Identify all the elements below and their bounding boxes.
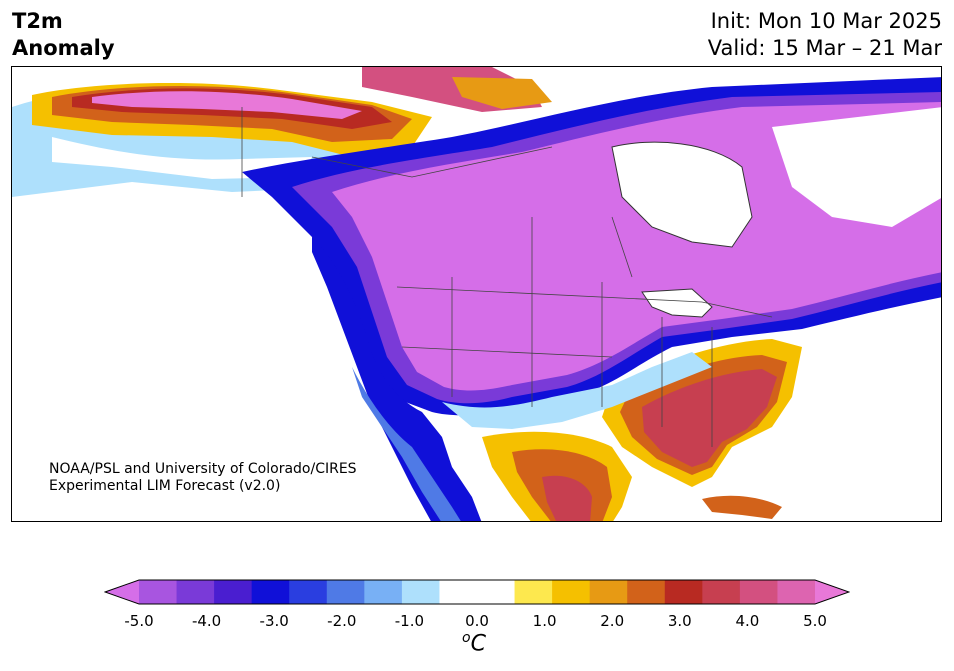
colorbar-segment (401, 580, 440, 604)
map-panel (11, 66, 942, 522)
mexico-hot-core (542, 475, 592, 521)
colorbar-tick-label: -5.0 (124, 612, 154, 630)
data-credit: NOAA/PSL and University of Colorado/CIRE… (49, 461, 357, 495)
colorbar (104, 579, 850, 605)
colorbar-segment (739, 580, 778, 604)
init-date: Init: Mon 10 Mar 2025 (710, 9, 942, 33)
arctic-warm-islands-2 (452, 77, 552, 109)
colorbar-tick-label: -1.0 (394, 612, 425, 630)
colorbar-segment (214, 580, 253, 604)
forecast-dates: Init: Mon 10 Mar 2025 Valid: 15 Mar – 21… (708, 8, 942, 62)
map-title: T2m Anomaly (12, 8, 115, 62)
anomaly-map (12, 67, 941, 521)
unit-degree: o (462, 630, 471, 646)
colorbar-tick-label: 4.0 (735, 612, 760, 630)
colorbar-segment (364, 580, 403, 604)
colorbar-tick-labels: -5.0 -4.0 -3.0 -2.0 -1.0 0.0 1.0 2.0 3.0 4.0 5.0 (0, 612, 954, 632)
colorbar-segment (552, 580, 591, 604)
unit-letter: C (470, 631, 486, 657)
colorbar-tick-label: 3.0 (667, 612, 692, 630)
colorbar-segment (777, 580, 816, 604)
baja-cool-band (352, 367, 461, 521)
valid-date: Valid: 15 Mar – 21 Mar (707, 36, 942, 60)
hudson-bay (611, 141, 753, 248)
colorbar-segment (514, 580, 553, 604)
colorbar-segment (139, 580, 178, 604)
cuba-warm (702, 495, 782, 519)
colorbar-arrow-low (105, 580, 139, 604)
colorbar-segment (589, 580, 628, 604)
alaska-neutral-band (52, 137, 312, 179)
southeast-hot-core (642, 369, 777, 467)
northeast-neutral (772, 107, 941, 227)
colorbar-unit: oC (462, 630, 486, 656)
colorbar-tick-label: -4.0 (191, 612, 222, 630)
colorbar-tick-label: 2.0 (600, 612, 625, 630)
title-line-1: T2m (12, 9, 63, 33)
north-coast-strong-warm (92, 91, 362, 119)
great-lakes (641, 288, 713, 318)
title-line-2: Anomaly (12, 36, 115, 60)
transition-cool-band (442, 352, 712, 429)
colorbar-tick-label: -3.0 (259, 612, 289, 630)
credit-line-1: NOAA/PSL and University of Colorado/CIRE… (49, 461, 357, 477)
west-coast-cold-band (312, 237, 482, 521)
colorbar-tick-label: 1.0 (532, 612, 557, 630)
political-borders (241, 107, 773, 447)
colorbar-arrow-high (815, 580, 849, 604)
colorbar-tick-label: 0.0 (465, 612, 489, 630)
colorbar-outline (104, 579, 850, 605)
colorbar-tick-label: 5.0 (803, 612, 827, 630)
colorbar-segment (664, 580, 703, 604)
credit-line-2: Experimental LIM Forecast (v2.0) (49, 478, 281, 494)
colorbar-segment (176, 580, 215, 604)
colorbar-segment (289, 580, 328, 604)
colorbar-tick-label: -2.0 (327, 612, 357, 630)
colorbar-segment (702, 580, 741, 604)
colorbar-segment (627, 580, 666, 604)
colorbar-segment (477, 580, 516, 604)
colorbar-segment (326, 580, 365, 604)
colorbar-segment (251, 580, 290, 604)
colorbar-segment (439, 580, 478, 604)
